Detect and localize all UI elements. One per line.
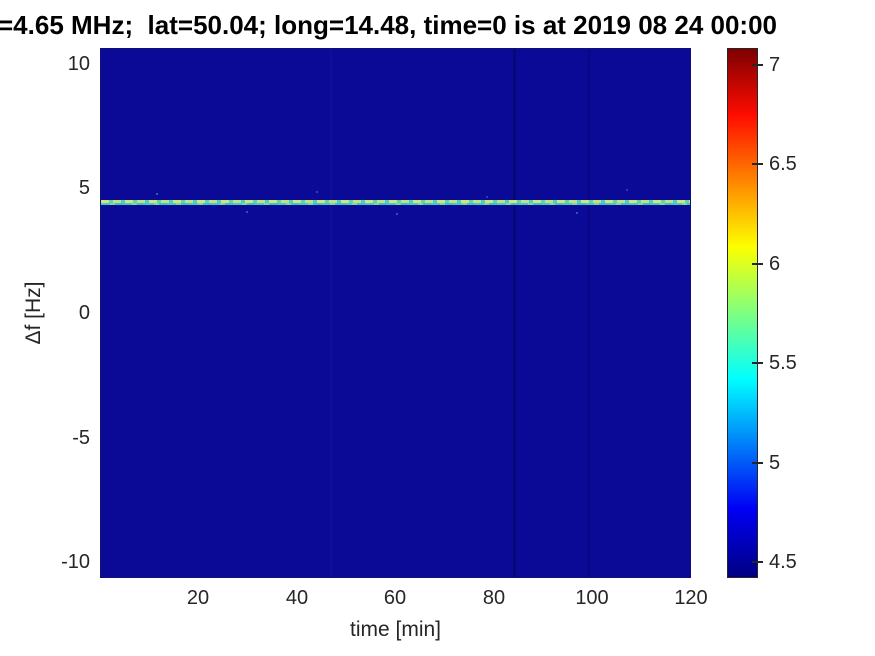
x-tick-label: 40: [285, 587, 309, 609]
spectral-line-dashes-top: [101, 200, 690, 203]
spectral-line-dashes-bottom: [101, 203, 690, 205]
colorbar-tick: [752, 362, 763, 364]
colorbar-tick: [752, 64, 763, 66]
colorbar-tick: [752, 163, 763, 165]
colorbar-tick-label: 6: [769, 253, 781, 275]
x-tick-label: 60: [383, 587, 407, 609]
y-tick-label: 0: [78, 302, 90, 324]
colorbar-tick: [752, 462, 763, 464]
y-tick-label: -5: [72, 427, 90, 449]
heatmap-plot-area: [100, 48, 691, 578]
noise-specks: [156, 193, 158, 195]
y-tick-label: -10: [61, 551, 90, 573]
x-tick-label: 20: [186, 587, 210, 609]
x-axis-label: time [min]: [349, 618, 441, 641]
colorbar-tick-label: 7: [769, 54, 781, 76]
x-tick-label: 100: [575, 587, 609, 609]
y-tick-label: 10: [67, 53, 90, 75]
colorbar-tick-label: 5.5: [769, 352, 797, 374]
colorbar-tick-label: 4.5: [769, 551, 797, 573]
x-tick-label: 120: [674, 587, 708, 609]
faint-vertical-streak: [330, 49, 332, 577]
faint-vertical-streak: [513, 49, 516, 577]
colorbar-tick-label: 6.5: [769, 153, 797, 175]
plot-title: =4.65 MHz; lat=50.04; long=14.48, time=0…: [0, 10, 778, 40]
colorbar-tick: [752, 561, 763, 563]
colorbar-tick-label: 5: [769, 452, 781, 474]
spectral-signal-line: [101, 200, 690, 205]
y-tick-label: 5: [78, 177, 90, 199]
x-tick-label: 80: [482, 587, 506, 609]
colorbar: [727, 48, 758, 578]
faint-vertical-streak: [588, 49, 590, 577]
colorbar-tick: [752, 263, 763, 265]
